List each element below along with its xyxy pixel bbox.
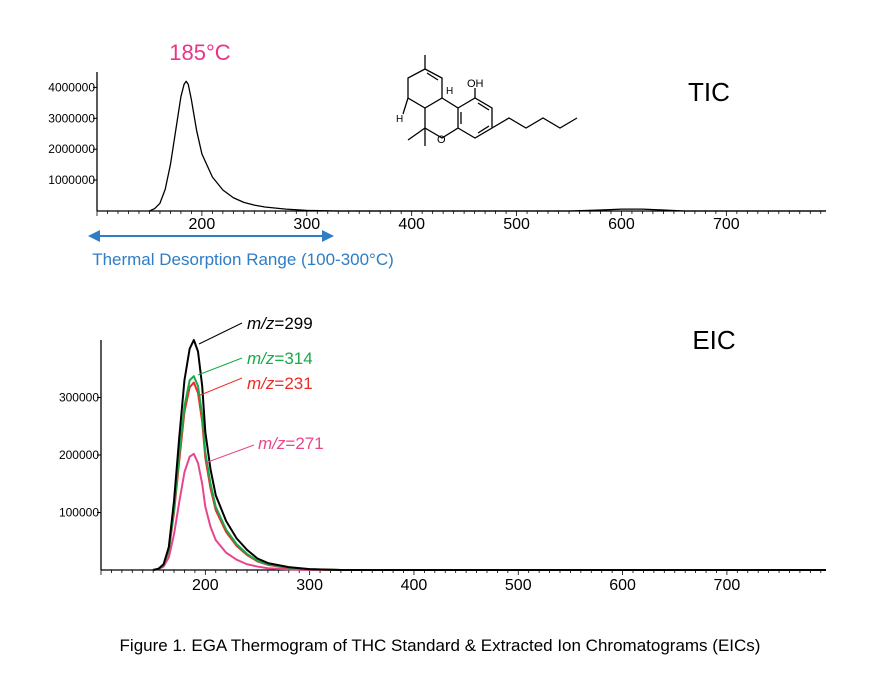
eic-x-tick-label: 500 (505, 577, 532, 594)
tic-x-tick-label: 200 (189, 216, 216, 233)
tic-y-tick-label: 2000000 (48, 142, 95, 156)
label-mz231: m/z=231 (247, 374, 313, 393)
tic-label: TIC (688, 77, 730, 107)
label-mz299: m/z=299 (247, 314, 313, 333)
oh-label: OH (467, 78, 484, 90)
label-mz299-prefix: m/z (247, 314, 275, 333)
tic-y-tick-label: 1000000 (48, 173, 95, 187)
eic-x-tick-label: 700 (714, 577, 741, 594)
eic-y-ticks: 100000 200000 300000 (59, 391, 101, 520)
label-mz271: m/z=271 (258, 434, 324, 453)
label-mz314: m/z=314 (247, 349, 313, 368)
eic-x-ticks: 200 300 400 500 600 700 (100, 570, 822, 594)
label-mz271-prefix: m/z (258, 434, 286, 453)
leader-mz299 (198, 322, 243, 345)
eic-label: EIC (692, 325, 735, 355)
label-mz314-value: =314 (274, 349, 312, 368)
eic-y-tick-label: 200000 (59, 448, 99, 462)
tic-series-line-0 (149, 80, 826, 212)
label-mz314-prefix: m/z (247, 349, 275, 368)
tic-peak-annotation: 185°C (169, 40, 231, 65)
tic-x-tick-label: 300 (293, 216, 320, 233)
tic-y-tick-label: 4000000 (48, 80, 95, 94)
eic-x-tick-label: 600 (609, 577, 636, 594)
leader-mz314 (197, 357, 243, 376)
tic-x-tick-label: 600 (608, 216, 635, 233)
thc-structure-labels: OH H H O (396, 78, 484, 146)
label-mz271-value: =271 (285, 434, 323, 453)
eic-series-line-1 (152, 375, 826, 571)
eic-series-line-0 (152, 339, 826, 571)
eic-x-tick-label: 400 (401, 577, 428, 594)
eic-series-line-3 (152, 452, 826, 571)
h-label-left: H (396, 114, 403, 125)
eic-x-tick-label: 200 (192, 577, 219, 594)
figure-caption: Figure 1. EGA Thermogram of THC Standard… (120, 636, 761, 655)
tic-x-tick-label: 400 (398, 216, 425, 233)
h-label-top: H (446, 86, 453, 97)
tic-x-tick-label: 700 (713, 216, 740, 233)
label-mz231-prefix: m/z (247, 374, 275, 393)
range-arrow-left-head (88, 230, 100, 242)
desorption-range-arrow (88, 230, 334, 242)
range-arrow-right-head (322, 230, 334, 242)
eic-y-tick-label: 300000 (59, 391, 99, 405)
eic-series-line-2 (152, 381, 826, 571)
eic-x-tick-label: 300 (296, 577, 323, 594)
leader-mz271 (204, 444, 255, 464)
thc-structure (402, 55, 578, 146)
eic-panel: EIC 100000 200000 300000 200 300 400 500 600 70… (59, 314, 826, 594)
desorption-range-label: Thermal Desorption Range (100-300°C) (92, 250, 394, 269)
leader-mz231 (197, 377, 243, 397)
tic-x-ticks: 200 300 400 500 600 700 (96, 211, 822, 233)
eic-lines (152, 339, 826, 571)
tic-y-tick-label: 3000000 (48, 111, 95, 125)
tic-y-ticks: 1000000 2000000 3000000 4000000 (48, 80, 97, 187)
tic-lines (149, 80, 826, 212)
label-mz299-value: =299 (274, 314, 312, 333)
label-mz231-value: =231 (274, 374, 312, 393)
tic-panel: 185°C TIC 1000000 2000000 3000000 4000000 2… (48, 40, 826, 269)
eic-y-tick-label: 100000 (59, 506, 99, 520)
tic-x-tick-label: 500 (503, 216, 530, 233)
o-label: O (437, 134, 446, 146)
